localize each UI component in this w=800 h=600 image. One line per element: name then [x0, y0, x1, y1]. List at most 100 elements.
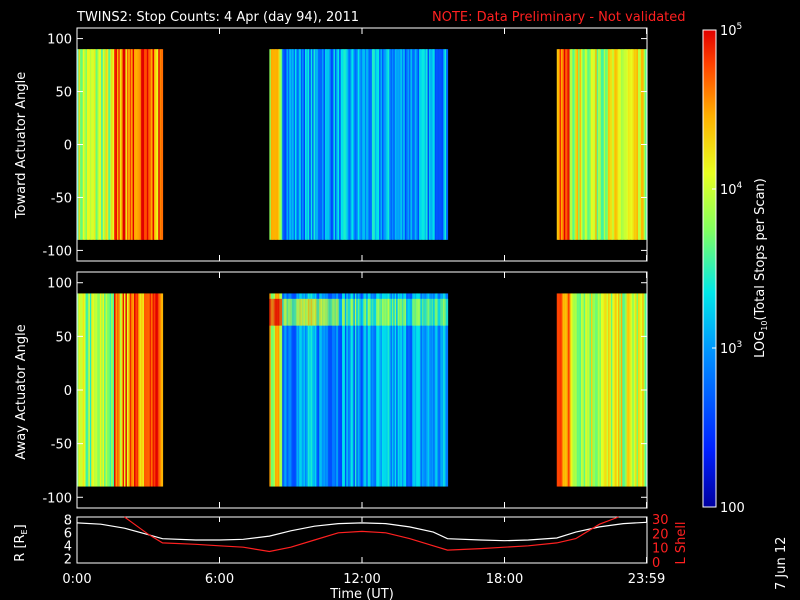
heatmap-column [290, 49, 293, 240]
heatmap-column [282, 293, 285, 487]
heatmap-column [399, 49, 402, 240]
heatmap-column [293, 293, 296, 487]
heatmap-column [332, 293, 335, 487]
heatmap-band [371, 298, 374, 326]
heatmap-band [420, 298, 423, 326]
heatmap-column [152, 49, 155, 240]
heatmap-band [343, 298, 346, 326]
heatmap-column [437, 49, 440, 240]
heatmap-column [593, 293, 596, 487]
heatmap-column [339, 293, 342, 487]
heatmap-band [370, 298, 373, 326]
heatmap-column [273, 293, 276, 487]
heatmap-column [88, 293, 91, 487]
heatmap-column [562, 49, 565, 240]
xtick-label: 23:59 [628, 572, 665, 587]
heatmap-column [106, 49, 109, 240]
heatmap-column [595, 293, 598, 487]
heatmap-column [94, 49, 97, 240]
heatmap-column [102, 293, 105, 487]
heatmap-column [414, 49, 417, 240]
heatmap-column [400, 293, 403, 487]
heatmap-band [272, 298, 275, 326]
xtick-label: 6:00 [205, 572, 234, 587]
heatmap-band [312, 298, 315, 326]
heatmap-column [423, 49, 426, 240]
heatmap-column [121, 49, 124, 240]
heatmap-column [363, 49, 366, 240]
heatmap-column [276, 49, 279, 240]
heatmap-column [109, 49, 112, 240]
heatmap-column [126, 49, 129, 240]
heatmap-column [91, 49, 94, 240]
heatmap-band [309, 298, 312, 326]
heatmap-band [440, 298, 443, 326]
heatmap-column [430, 293, 433, 487]
heatmap-column [609, 49, 612, 240]
colorbar-frame [702, 29, 717, 508]
heatmap-column [153, 293, 156, 487]
colorbar [703, 30, 716, 507]
lshell-tick-label: 0 [652, 556, 660, 571]
heatmap-column [336, 293, 339, 487]
heatmap-column [347, 293, 350, 487]
heatmap-band [292, 298, 295, 326]
heatmap-column [380, 293, 383, 487]
date-stamp: 7 Jun 12 [774, 537, 789, 590]
heatmap-column [571, 293, 574, 487]
heatmap-band [279, 298, 282, 326]
heatmap-column [420, 49, 423, 240]
heatmap-column [575, 49, 578, 240]
heatmap-column [576, 49, 579, 240]
heatmap-column [612, 293, 615, 487]
heatmap-column [559, 49, 562, 240]
heatmap-band [310, 298, 313, 326]
heatmap-column [421, 49, 424, 240]
heatmap-band [334, 298, 337, 326]
heatmap-column [122, 49, 125, 240]
heatmap-column [131, 293, 134, 487]
heatmap-column [139, 293, 142, 487]
heatmap-column [161, 293, 164, 487]
heatmap-band [302, 298, 305, 326]
heatmap-column [390, 293, 393, 487]
heatmap-column [159, 49, 162, 240]
heatmap-column [125, 293, 128, 487]
heatmap-column [307, 49, 310, 240]
preliminary-note: NOTE: Data Preliminary - Not validated [432, 10, 686, 25]
heatmap-column [89, 49, 92, 240]
heatmap-band [401, 298, 404, 326]
heatmap-band [350, 298, 353, 326]
heatmap-column [573, 49, 576, 240]
heatmap-band [381, 298, 384, 326]
chart-title: TWINS2: Stop Counts: 4 Apr (day 94), 201… [76, 10, 359, 25]
xlabel: Time (UT) [329, 587, 394, 600]
heatmap-column [290, 293, 293, 487]
heatmap-column [287, 293, 290, 487]
heatmap-column [428, 49, 431, 240]
heatmap-column [606, 293, 609, 487]
heatmap-column [86, 49, 89, 240]
colorbar-tick-label: 104 [720, 181, 743, 198]
heatmap-column [586, 49, 589, 240]
heatmap-column [373, 293, 376, 487]
heatmap-column [403, 49, 406, 240]
heatmap-column [637, 293, 640, 487]
heatmap-column [360, 49, 363, 240]
heatmap-column [306, 293, 309, 487]
heatmap-column [96, 293, 99, 487]
heatmap-band [330, 298, 333, 326]
heatmap-column [159, 293, 162, 487]
heatmap-column [628, 49, 631, 240]
heatmap-column [364, 49, 367, 240]
heatmap-column [411, 49, 414, 240]
heatmap-column [443, 293, 446, 487]
r-tick-label: 2 [64, 553, 72, 568]
heatmap-column [359, 293, 362, 487]
heatmap-column [367, 49, 370, 240]
heatmap-column [148, 293, 151, 487]
heatmap-column [427, 293, 430, 487]
lshell-series-line [124, 516, 619, 553]
heatmap-column [129, 49, 132, 240]
heatmap-column [323, 49, 326, 240]
